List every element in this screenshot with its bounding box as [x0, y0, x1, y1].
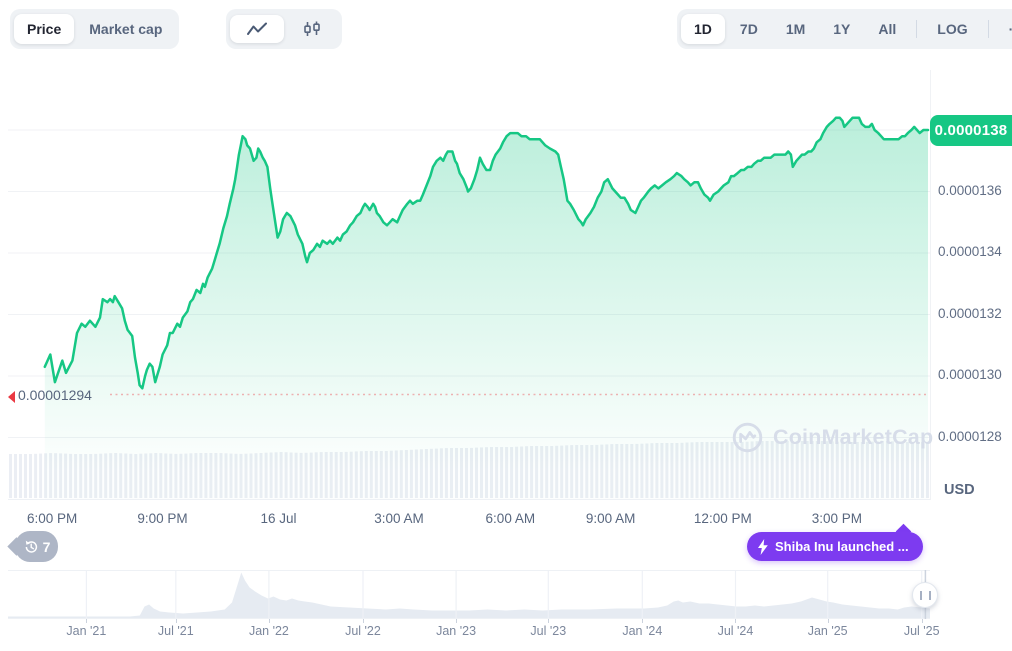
date-tick-label: Jul '24 [717, 624, 754, 638]
currency-unit-label: USD [944, 482, 975, 498]
price-area-fill [44, 117, 929, 500]
price-tick-label: 0.0000136 [938, 182, 1002, 198]
time-tick-label: 9:00 AM [585, 511, 636, 526]
current-price-value: 0.0000138 [934, 122, 1008, 139]
date-tick-mark [548, 619, 550, 623]
tab-range-1d[interactable]: 1D [681, 14, 725, 44]
toolbar-divider [987, 20, 989, 38]
annotation-badge[interactable]: Shiba Inu launched ... [747, 532, 923, 561]
time-tick-label: 6:00 AM [485, 511, 536, 526]
low-price-label: 0.00001294 [18, 387, 92, 403]
grip-icon [919, 590, 931, 600]
date-tick-label: Jul '22 [345, 624, 381, 638]
tab-price[interactable]: Price [14, 14, 75, 44]
more-options-button[interactable]: ··· [996, 14, 1012, 44]
line-chart-icon [246, 22, 268, 36]
date-tick-label: Jan '23 [436, 624, 477, 638]
price-line [43, 116, 930, 390]
time-tick-label: 6:00 PM [27, 511, 78, 526]
time-tick-label: 3:00 AM [374, 511, 424, 526]
tab-range-1y[interactable]: 1Y [820, 14, 863, 44]
date-tick-mark [642, 619, 644, 623]
annotation-label: Shiba Inu launched ... [775, 539, 909, 554]
price-tick-label: 0.0000130 [938, 367, 1002, 382]
tab-range-1m[interactable]: 1M [773, 14, 818, 44]
date-tick-label: Jan '21 [66, 624, 107, 638]
date-tick-mark [268, 619, 270, 623]
main-price-chart[interactable] [8, 70, 930, 500]
overview-area-fill [8, 572, 930, 619]
clock-history-icon [23, 539, 39, 555]
tab-log-scale[interactable]: LOG [924, 14, 980, 44]
date-tick-label: Jan '25 [807, 624, 848, 638]
price-tick-label: 0.0000132 [938, 305, 1002, 321]
date-tick-mark [175, 619, 177, 623]
date-tick-label: Jan '24 [622, 624, 663, 638]
history-badge[interactable]: 7 [15, 531, 58, 562]
current-price-badge: 0.0000138 [930, 115, 1012, 146]
date-tick-label: Jul '21 [157, 624, 194, 638]
brush-drag-handle[interactable] [912, 582, 938, 608]
axis-divider [930, 70, 931, 500]
date-tick-label: Jul '23 [530, 624, 567, 638]
time-tick-label: 3:00 PM [811, 511, 863, 526]
tab-range-7d[interactable]: 7D [727, 14, 771, 44]
time-tick-label: 12:00 PM [693, 511, 752, 526]
toolbar-divider [916, 20, 918, 38]
date-tick-mark [735, 619, 737, 623]
tab-candlestick-chart[interactable] [286, 14, 338, 44]
overview-brush-chart[interactable] [8, 570, 930, 619]
price-tick-label: 0.0000128 [938, 428, 1002, 444]
date-tick-mark [362, 619, 364, 623]
time-tick-label: 9:00 PM [137, 511, 188, 526]
date-tick-label: Jul '25 [903, 624, 940, 638]
low-price-arrow-icon [8, 391, 15, 403]
price-tick-label: 0.0000134 [938, 244, 1002, 259]
candlestick-icon [302, 21, 322, 37]
chart-type-toggle [226, 9, 342, 49]
tab-range-all[interactable]: All [865, 14, 909, 44]
time-tick-label: 16 Jul [260, 511, 297, 526]
tab-market-cap[interactable]: Market cap [76, 14, 175, 44]
lightning-icon [758, 538, 768, 555]
date-tick-mark [827, 619, 829, 623]
metric-toggle: Price Market cap [10, 9, 180, 49]
history-count: 7 [42, 538, 51, 555]
tab-line-chart[interactable] [230, 15, 284, 43]
date-tick-label: Jan '22 [248, 624, 289, 638]
date-tick-mark [921, 619, 923, 623]
date-tick-mark [86, 619, 88, 623]
date-tick-mark [456, 619, 458, 623]
